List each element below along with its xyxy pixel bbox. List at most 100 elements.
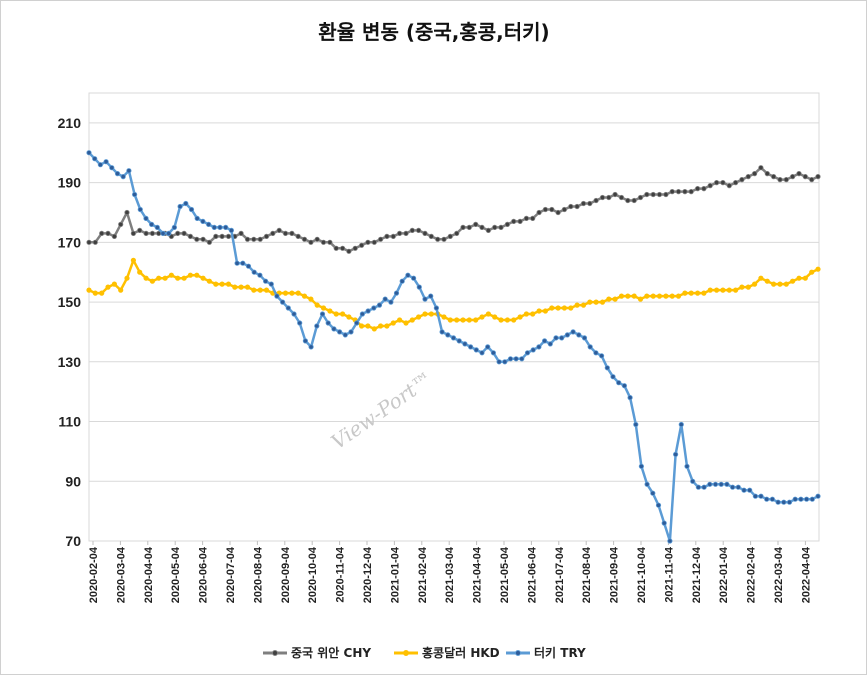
data-point: [422, 296, 428, 302]
legend-marker: [403, 650, 409, 656]
data-point: [796, 171, 802, 177]
data-point: [675, 189, 682, 195]
data-point: [724, 481, 730, 487]
data-point: [403, 230, 409, 236]
data-point: [576, 332, 582, 338]
data-point: [302, 338, 308, 344]
data-point: [663, 293, 669, 299]
data-point: [707, 481, 713, 487]
data-point: [325, 320, 331, 326]
data-point: [581, 335, 588, 341]
data-point: [786, 499, 793, 505]
data-point: [160, 230, 166, 236]
data-point: [234, 260, 240, 266]
data-point: [251, 269, 257, 275]
data-point: [130, 230, 136, 236]
data-point: [561, 305, 568, 311]
y-tick-label: 170: [58, 234, 82, 250]
data-point: [132, 191, 138, 198]
data-point: [181, 275, 187, 281]
data-point: [232, 284, 238, 290]
data-point: [365, 308, 371, 314]
x-tick-label: 2022-03-04: [773, 546, 785, 603]
data-point: [580, 302, 587, 308]
data-point: [194, 272, 200, 278]
data-point: [175, 230, 181, 236]
data-point: [359, 311, 365, 317]
data-point: [331, 326, 337, 332]
data-point: [319, 311, 326, 317]
data-point: [739, 284, 745, 290]
data-point: [289, 230, 295, 236]
data-point: [764, 496, 770, 502]
data-point: [701, 186, 707, 192]
data-point: [240, 260, 246, 266]
data-point: [149, 230, 155, 236]
data-point: [530, 311, 536, 317]
data-point: [354, 320, 360, 326]
data-point: [175, 275, 181, 281]
data-point: [732, 180, 739, 186]
data-point: [764, 278, 770, 284]
data-point: [223, 224, 229, 230]
data-point: [415, 227, 422, 233]
data-point: [536, 344, 542, 350]
data-point: [815, 493, 821, 499]
data-point: [803, 496, 810, 502]
data-point: [504, 221, 510, 227]
series-0: [86, 165, 821, 254]
data-point: [612, 191, 618, 198]
data-point: [177, 203, 183, 210]
data-point: [682, 290, 688, 296]
data-point: [238, 230, 244, 236]
data-point: [120, 174, 126, 180]
data-point: [732, 287, 739, 293]
data-point: [783, 281, 789, 287]
data-point: [171, 224, 177, 230]
data-point: [114, 171, 121, 177]
data-point: [454, 230, 460, 236]
data-point: [712, 481, 719, 487]
data-point: [661, 520, 667, 526]
data-point: [618, 293, 625, 299]
data-point: [466, 317, 472, 323]
data-point: [498, 224, 504, 230]
data-point: [126, 168, 132, 174]
data-point: [627, 394, 633, 401]
data-point: [764, 171, 770, 177]
data-point: [549, 206, 555, 213]
data-point: [473, 347, 479, 353]
data-point: [507, 356, 514, 362]
data-point: [342, 332, 348, 338]
legend-label: 중국 위안 CHY: [291, 645, 371, 660]
data-point: [251, 287, 257, 293]
data-point: [593, 299, 599, 305]
data-point: [118, 221, 124, 227]
data-point: [358, 323, 365, 329]
data-point: [809, 269, 815, 275]
data-point: [815, 266, 821, 272]
data-point: [422, 230, 428, 236]
data-point: [433, 305, 439, 311]
data-point: [282, 230, 289, 236]
data-point: [667, 538, 673, 544]
data-point: [86, 150, 92, 156]
data-point: [798, 496, 804, 502]
data-point: [109, 165, 115, 171]
data-point: [542, 308, 549, 314]
y-tick-label: 110: [58, 414, 81, 430]
data-point: [707, 287, 713, 293]
data-point: [690, 478, 696, 484]
data-point: [149, 221, 155, 227]
data-point: [257, 272, 263, 278]
data-point: [751, 171, 758, 177]
data-point: [244, 236, 251, 242]
data-point: [409, 317, 415, 323]
data-point: [428, 293, 434, 299]
data-point: [467, 344, 474, 350]
data-point: [672, 451, 679, 457]
data-point: [257, 236, 263, 242]
data-point: [549, 305, 555, 311]
data-point: [320, 305, 327, 311]
data-point: [802, 174, 808, 180]
